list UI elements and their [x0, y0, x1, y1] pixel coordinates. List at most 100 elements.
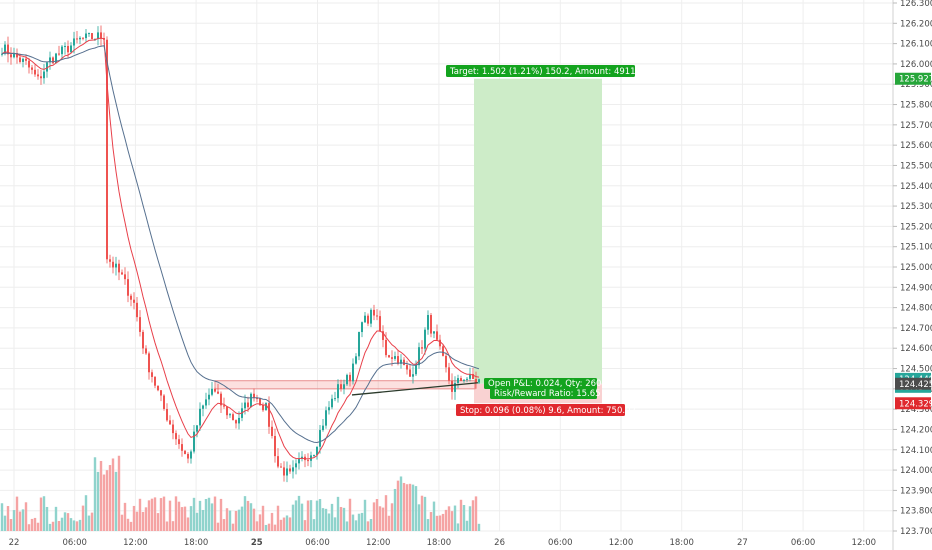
volume-bar	[468, 506, 472, 531]
candle-body	[424, 329, 426, 349]
candle-body	[466, 378, 468, 380]
candle-body	[199, 408, 201, 426]
volume-bar	[105, 470, 109, 531]
y-tick-label: 125.600	[900, 141, 932, 151]
candle-body	[73, 38, 75, 46]
x-tick-label: 06:00	[62, 538, 87, 548]
candlesticks	[1, 25, 480, 483]
volume-bar	[354, 520, 358, 531]
position-labels: Target: 1.502 (1.21%) 150.2, Amount: 491…	[446, 65, 649, 416]
volume-bar	[48, 523, 52, 531]
rr-label-bg	[490, 388, 597, 399]
volume-bar	[180, 507, 184, 531]
candle-body	[196, 425, 198, 432]
volume-bar	[225, 508, 229, 531]
volume-bar	[123, 502, 127, 531]
candle-body	[475, 378, 477, 383]
x-tick-label: 27	[737, 538, 748, 548]
candle-body	[229, 414, 231, 416]
candle-body	[100, 32, 102, 39]
x-tick-label: 06:00	[305, 538, 330, 548]
candle-body	[115, 263, 117, 268]
candle-body	[406, 365, 408, 370]
price-label-bg	[895, 377, 931, 390]
candle-body	[448, 367, 450, 381]
volume-bar	[3, 515, 7, 531]
volume-bar	[33, 517, 37, 531]
y-tick-label: 125.100	[900, 243, 932, 253]
candle-body	[238, 417, 240, 424]
candle-body	[418, 347, 420, 366]
volume-bar	[126, 518, 130, 531]
volume-bar	[333, 517, 337, 531]
candle-body	[451, 380, 453, 392]
volume-bar	[471, 500, 475, 531]
y-tick-label: 123.700	[900, 527, 932, 537]
volume-bar	[351, 514, 355, 531]
candle-body	[436, 331, 438, 340]
volume-bar	[465, 520, 469, 531]
volume-bar	[111, 458, 115, 531]
candle-body	[220, 393, 222, 406]
candle-body	[226, 406, 228, 416]
candle-body	[316, 446, 318, 455]
volume-bar	[258, 514, 262, 531]
y-tick-label: 124.500	[900, 365, 932, 375]
candle-body	[31, 67, 33, 70]
candle-body	[211, 388, 213, 395]
price-axis[interactable]: 126.300 126.200 126.100 126.000 125.900 125.8…	[892, 0, 932, 550]
volume-bar	[219, 498, 223, 531]
candle-body	[34, 69, 36, 75]
candle-body	[295, 463, 297, 468]
x-tick-label: 12:00	[852, 538, 877, 548]
rr-label: Risk/Reward Ratio: 15.65	[490, 388, 601, 399]
trendline[interactable]	[351, 382, 479, 396]
volume-bar	[15, 496, 19, 531]
volume-bar	[309, 500, 313, 531]
volume-bar	[78, 519, 82, 531]
y-tick-label: 125.900	[900, 80, 932, 90]
position-zones[interactable]	[474, 78, 602, 404]
volume-bar	[246, 500, 250, 531]
candle-body	[4, 44, 6, 54]
volume-bar	[477, 523, 481, 531]
candle-body	[169, 420, 171, 425]
candle-body	[385, 339, 387, 356]
time-axis[interactable]: 22 06:00 12:00 18:00 25 06:00 12:00 18:00 26 06:0…	[9, 538, 876, 548]
candle-body	[253, 393, 255, 399]
volume-bar	[18, 511, 22, 531]
candle-body	[145, 348, 147, 354]
candle-body	[259, 398, 261, 406]
volume-bar	[45, 506, 49, 531]
volume-bar	[378, 506, 382, 531]
volume-bar	[342, 507, 346, 531]
volume-bar	[243, 496, 247, 531]
candle-body	[343, 384, 345, 390]
candle-body	[415, 365, 417, 375]
volume-bar	[54, 506, 58, 531]
y-tick-label: 124.100	[900, 446, 932, 456]
y-tick-label: 125.700	[900, 121, 932, 131]
volume-bar	[6, 506, 10, 531]
volume-bar	[474, 496, 478, 531]
volume-bar	[402, 482, 406, 531]
candle-body	[136, 302, 138, 318]
candle-body	[361, 322, 363, 333]
price-label-bg	[895, 397, 931, 410]
candle-body	[397, 356, 399, 364]
y-tick-label: 125.800	[900, 101, 932, 111]
candle-body	[61, 46, 63, 55]
volume-bar	[420, 495, 424, 531]
candle-body	[454, 383, 456, 392]
open-pl-label: Open P&L: 0.024, Qty: 2604	[484, 378, 607, 389]
volume-bar	[0, 503, 4, 531]
volume-bar	[138, 498, 142, 531]
volume-bar	[144, 507, 148, 531]
volume-bar	[150, 498, 154, 531]
candle-body	[268, 403, 270, 427]
open-pl-label-text: Open P&L: 0.024, Qty: 2604	[488, 379, 607, 389]
volume-bar	[129, 521, 133, 531]
volume-bar	[72, 520, 76, 531]
volume-bar	[315, 500, 319, 531]
